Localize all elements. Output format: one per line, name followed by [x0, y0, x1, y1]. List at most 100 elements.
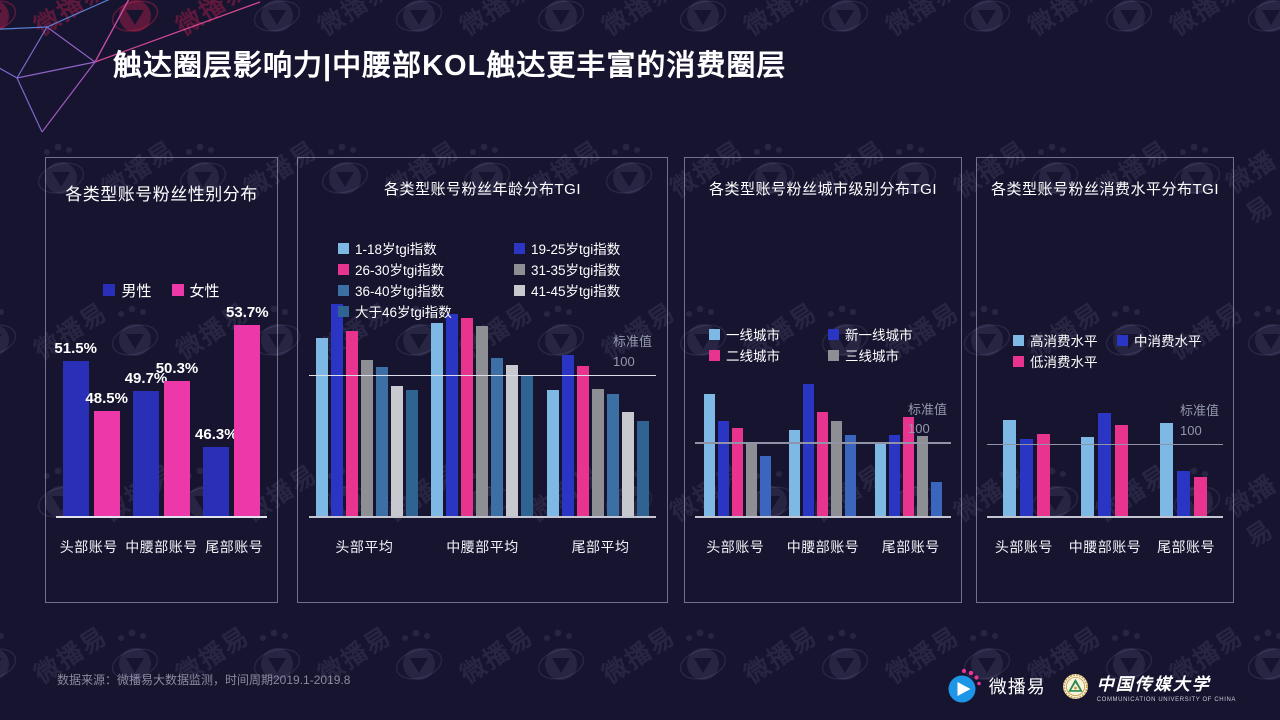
- bar-series: [760, 456, 772, 518]
- bar-新一线城市: [888, 434, 900, 518]
- category-label: 中腰部平均: [446, 539, 519, 555]
- watermark-text: 微播易: [1165, 0, 1249, 42]
- legend-swatch: [1013, 334, 1024, 346]
- legend-label: 二线城市: [726, 349, 780, 364]
- watermark-tile: 微播易: [392, 0, 539, 41]
- watermark-tile: 微播易: [818, 0, 965, 41]
- chart-plot-area: 标准值 100 头部平均 中腰部平均 尾部平均: [309, 296, 656, 558]
- legend-item: 36-40岁tgi指数: [338, 280, 514, 300]
- watermark-text: 微播易: [881, 0, 965, 42]
- weiboyi-watermark-icon: [676, 624, 732, 689]
- bar-二线城市: [902, 416, 914, 518]
- page-title: 触达圈层影响力|中腰部KOL触达更丰富的消费圈层: [113, 50, 787, 82]
- bar-group: 46.3% 53.7%: [195, 303, 269, 518]
- bar-group: [1002, 408, 1050, 518]
- category-label: 头部账号: [59, 539, 118, 555]
- bar-新一线城市: [803, 384, 815, 518]
- legend-swatch: [828, 328, 839, 340]
- legend-swatch: [1117, 334, 1128, 346]
- bar-三线城市: [746, 442, 758, 518]
- weiboyi-watermark-icon: [0, 300, 22, 365]
- legend-item: 男性: [103, 280, 152, 300]
- watermark-tile: 微播易: [534, 0, 681, 41]
- cuc-subtitle: COMMUNICATION UNIVERSITY OF CHINA: [1096, 696, 1236, 703]
- bar-group: [789, 376, 857, 518]
- x-axis-line: [309, 516, 656, 518]
- watermark-text: 微播易: [1023, 0, 1107, 42]
- watermark-tile: 微播易: [392, 622, 539, 689]
- reference-line: [695, 442, 951, 444]
- panel-consumption-tgi-chart: 各类型账号粉丝消费水平分布TGI 高消费水平 中消费水平 低消费水平 标准值 100 头…: [976, 157, 1234, 603]
- weiboyi-logo-text: 微播易: [988, 677, 1046, 697]
- category-label: 尾部账号: [1157, 539, 1216, 555]
- category-axis: 头部账号 中腰部账号 尾部账号: [695, 526, 951, 558]
- legend-swatch: [338, 284, 349, 296]
- reference-label: 标准值 100: [613, 332, 652, 371]
- bar-1-18岁tgi指数: [547, 390, 560, 518]
- bar-41-45岁tgi指数: [506, 364, 519, 518]
- category-label: 尾部账号: [205, 539, 264, 555]
- legend-swatch: [709, 328, 720, 340]
- legend-item: 新一线城市: [828, 324, 947, 344]
- chart-title: 各类型账号粉丝城市级别分布TGI: [709, 181, 937, 198]
- bar-一线城市: [874, 442, 886, 518]
- bar-男性: 46.3%: [195, 426, 238, 518]
- legend-label: 一线城市: [726, 328, 780, 343]
- legend-swatch: [338, 242, 349, 254]
- watermark-text: 微播易: [597, 0, 681, 42]
- bar-group: [1081, 408, 1129, 518]
- bar-女性: 53.7%: [226, 304, 269, 518]
- weiboyi-watermark-icon: [960, 0, 1016, 41]
- bar-中消费水平: [1177, 471, 1191, 518]
- bar-1-18岁tgi指数: [431, 323, 444, 518]
- legend-item: 26-30岁tgi指数: [338, 259, 514, 279]
- chart-title: 各类型账号粉丝消费水平分布TGI: [991, 181, 1219, 198]
- bar-31-35岁tgi指数: [592, 388, 605, 518]
- bar-41-45岁tgi指数: [622, 411, 635, 518]
- legend-item: 低消费水平: [1013, 351, 1117, 371]
- legend-item: 中消费水平: [1117, 330, 1221, 350]
- bar-value-label: 48.5%: [85, 389, 128, 407]
- bar-groups: [309, 296, 656, 518]
- cuc-emblem-icon: [1062, 673, 1088, 699]
- chart-title: 各类型账号粉丝性别分布: [65, 185, 258, 204]
- bar-男性: 49.7%: [125, 370, 167, 518]
- legend-item: 高消费水平: [1013, 330, 1117, 350]
- legend-label: 女性: [189, 282, 220, 300]
- watermark-text: 微播易: [597, 621, 681, 690]
- category-label: 头部账号: [994, 539, 1053, 555]
- legend-swatch: [338, 263, 349, 275]
- weiboyi-watermark-icon: [392, 0, 448, 41]
- bar-三线城市: [831, 421, 843, 518]
- legend-label: 低消费水平: [1030, 355, 1098, 370]
- bar-26-30岁tgi指数: [577, 366, 590, 518]
- bar-低消费水平: [1115, 424, 1129, 518]
- watermark-tile: 微播易: [534, 622, 681, 689]
- legend-label: 1-18岁tgi指数: [355, 242, 437, 257]
- bar-19-25岁tgi指数: [562, 354, 575, 518]
- legend-swatch: [338, 305, 349, 317]
- reference-label-text: 标准值: [1179, 403, 1219, 419]
- corner-decoration: [0, 0, 261, 133]
- chart-legend: 高消费水平 中消费水平低消费水平: [1013, 330, 1221, 371]
- bar-高消费水平: [1160, 422, 1174, 518]
- legend-item: 大于46岁tgi指数: [338, 301, 514, 321]
- weiboyi-watermark-icon: [818, 624, 874, 689]
- legend-swatch: [171, 284, 184, 296]
- bar-低消费水平: [1194, 477, 1208, 518]
- bar-大于46岁tgi指数: [521, 376, 534, 518]
- legend-item: 41-45岁tgi指数: [514, 280, 690, 300]
- weiboyi-watermark-icon: [676, 0, 732, 41]
- category-axis: 头部平均 中腰部平均 尾部平均: [309, 526, 656, 558]
- chart-legend: 1-18岁tgi指数 19-25岁tgi指数 26-30岁tgi指数 31-35岁tg…: [338, 238, 690, 321]
- weiboyi-watermark-icon: [1244, 624, 1280, 689]
- bar-group: 49.7% 50.3%: [125, 303, 198, 518]
- bar-series: [845, 434, 857, 518]
- weiboyi-watermark-icon: [0, 624, 22, 689]
- bar-group: [704, 376, 772, 518]
- watermark-tile: 微播易: [1244, 624, 1280, 720]
- watermark-tile: 微播易: [818, 622, 965, 689]
- watermark-tile: 微播易: [1244, 0, 1280, 84]
- legend-item: 19-25岁tgi指数: [514, 238, 690, 258]
- cuc-logo-text: 中国传媒大学 COMMUNICATION UNIVERSITY OF CHINA: [1097, 670, 1236, 703]
